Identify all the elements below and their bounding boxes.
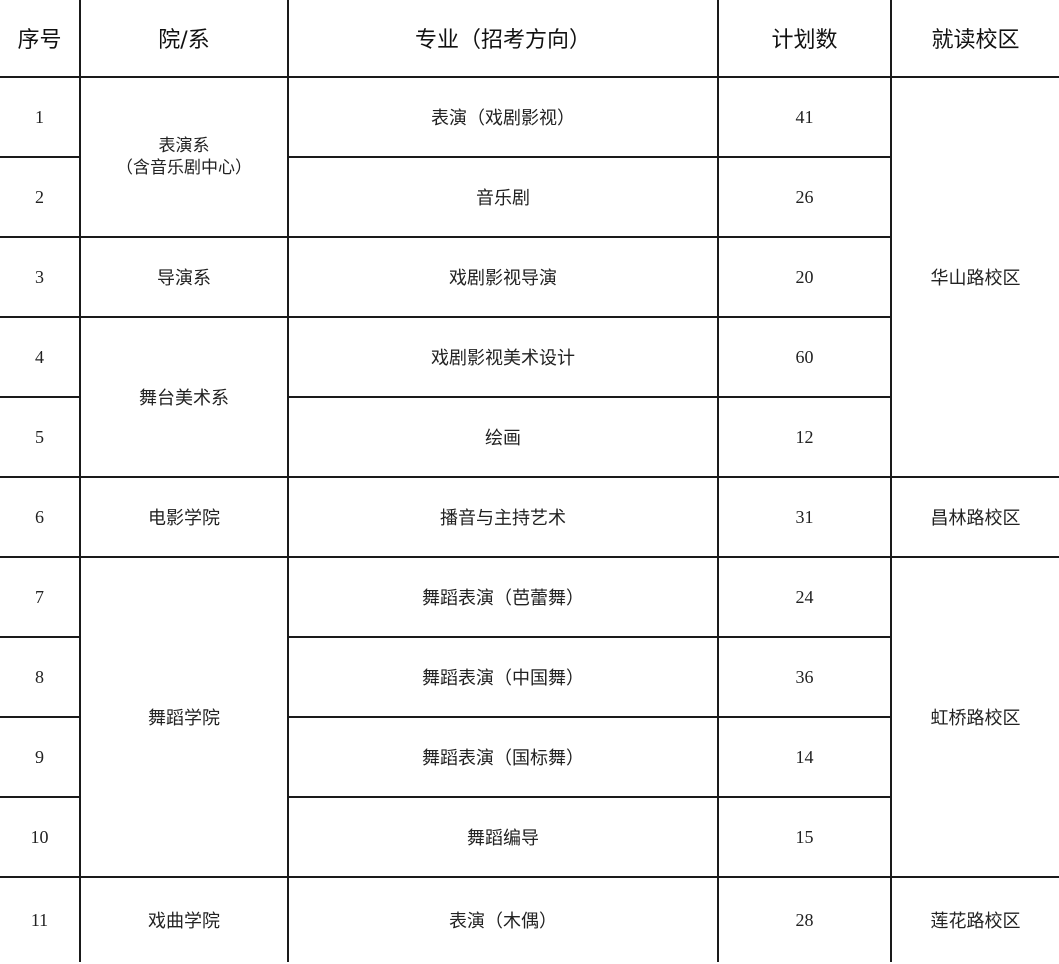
table-row: 1 表演系 （含音乐剧中心） 表演（戏剧影视） 41 华山路校区 [0,76,1059,478]
campus-cell: 莲花路校区 [890,876,1059,963]
table-row: 11 戏曲学院 表演（木偶） 28 莲花路校区 [0,876,1059,963]
table-row: 8 舞蹈表演（中国舞） 36 [0,636,1059,718]
major-cell: 播音与主持艺术 [287,476,719,558]
table-row: 10 舞蹈编导 15 [0,796,1059,878]
row-no: 4 [0,316,81,398]
plan-cell: 31 [717,476,892,558]
major-cell: 绘画 [287,396,719,478]
dept-cell: 电影学院 [79,476,289,558]
major-cell: 舞蹈表演（国标舞） [287,716,719,798]
row-no: 3 [0,236,81,318]
major-cell: 戏剧影视导演 [287,236,719,318]
campus-cell: 虹桥路校区 [890,556,1059,878]
plan-cell: 12 [717,396,892,478]
major-cell: 音乐剧 [287,156,719,238]
plan-cell: 41 [717,76,892,158]
row-no: 11 [0,876,81,963]
table-row: 7 舞蹈学院 舞蹈表演（芭蕾舞） 24 虹桥路校区 [0,556,1059,878]
row-no: 1 [0,76,81,158]
campus-cell: 华山路校区 [890,76,1059,478]
major-cell: 表演（木偶） [287,876,719,963]
row-no: 9 [0,716,81,798]
dept-name: 表演系 [158,136,210,156]
header-row: 序号 院/系 专业（招考方向） 计划数 就读校区 [0,0,1059,78]
dept-cell: 导演系 [79,236,289,318]
table-row: 6 电影学院 播音与主持艺术 31 昌林路校区 [0,476,1059,558]
row-no: 2 [0,156,81,238]
table-row: 5 绘画 12 [0,396,1059,478]
dept-cell: 戏曲学院 [79,876,289,963]
plan-cell: 24 [717,556,892,638]
table-row: 4 舞台美术系 戏剧影视美术设计 60 [0,316,1059,478]
campus-cell: 昌林路校区 [890,476,1059,558]
row-no: 8 [0,636,81,718]
row-no: 5 [0,396,81,478]
header-plan: 计划数 [717,0,892,78]
major-cell: 舞蹈表演（芭蕾舞） [287,556,719,638]
dept-cell: 表演系 （含音乐剧中心） [79,76,289,238]
plan-cell: 26 [717,156,892,238]
plan-cell: 14 [717,716,892,798]
major-cell: 戏剧影视美术设计 [287,316,719,398]
row-no: 6 [0,476,81,558]
plan-cell: 20 [717,236,892,318]
dept-cell: 舞台美术系 [79,316,289,478]
dept-note: （含音乐剧中心） [116,158,252,178]
header-dept: 院/系 [79,0,289,78]
table-row: 2 音乐剧 26 [0,156,1059,238]
row-no: 7 [0,556,81,638]
major-cell: 表演（戏剧影视） [287,76,719,158]
header-no: 序号 [0,0,81,78]
plan-cell: 28 [717,876,892,963]
row-no: 10 [0,796,81,878]
major-cell: 舞蹈编导 [287,796,719,878]
major-cell: 舞蹈表演（中国舞） [287,636,719,718]
plan-cell: 60 [717,316,892,398]
header-major: 专业（招考方向） [287,0,719,78]
table-row: 9 舞蹈表演（国标舞） 14 [0,716,1059,798]
header-campus: 就读校区 [890,0,1059,78]
plan-cell: 36 [717,636,892,718]
table-row: 3 导演系 戏剧影视导演 20 [0,236,1059,318]
dept-cell: 舞蹈学院 [79,556,289,878]
plan-cell: 15 [717,796,892,878]
